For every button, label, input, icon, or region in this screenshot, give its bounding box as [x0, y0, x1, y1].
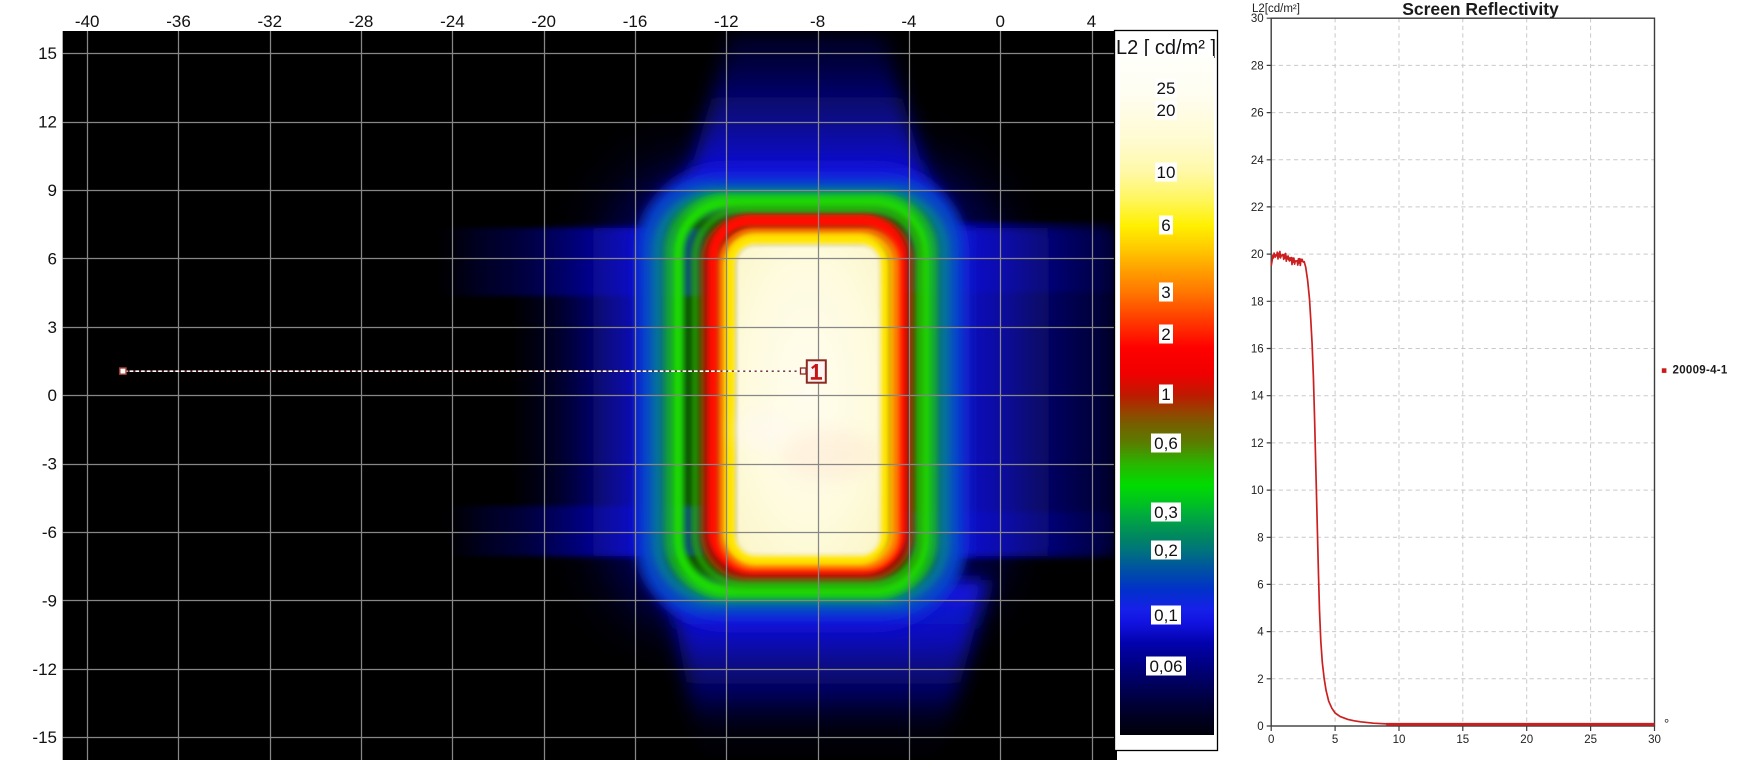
svg-text:25: 25 [1584, 734, 1597, 746]
svg-text:30: 30 [1648, 734, 1661, 746]
svg-text:14: 14 [1251, 391, 1264, 403]
svg-text:26: 26 [1251, 108, 1264, 120]
svg-text:30: 30 [1251, 13, 1264, 25]
svg-text:24: 24 [1251, 155, 1264, 167]
svg-text:-8: -8 [810, 12, 825, 31]
svg-text:0,3: 0,3 [1154, 503, 1178, 522]
svg-text:5: 5 [1332, 734, 1338, 746]
svg-text:-36: -36 [166, 12, 191, 31]
svg-text:L2[cd/m²]: L2[cd/m²] [1252, 3, 1300, 15]
svg-text:°: ° [1664, 716, 1669, 731]
svg-text:4: 4 [1087, 12, 1096, 31]
svg-text:8: 8 [1257, 532, 1263, 544]
svg-text:3: 3 [1161, 283, 1170, 302]
svg-text:-28: -28 [349, 12, 374, 31]
svg-text:-9: -9 [42, 591, 57, 610]
svg-text:0,06: 0,06 [1149, 657, 1182, 676]
svg-text:6: 6 [1257, 579, 1263, 591]
svg-text:10: 10 [1393, 734, 1406, 746]
svg-text:12: 12 [1251, 438, 1264, 450]
svg-text:15: 15 [1456, 734, 1469, 746]
svg-text:0: 0 [1268, 734, 1274, 746]
svg-text:0: 0 [48, 386, 57, 405]
svg-text:0,6: 0,6 [1154, 434, 1178, 453]
svg-text:6: 6 [48, 249, 57, 268]
svg-text:-20: -20 [531, 12, 556, 31]
svg-text:22: 22 [1251, 202, 1264, 214]
svg-text:12: 12 [38, 113, 57, 132]
svg-text:9: 9 [48, 181, 57, 200]
svg-text:6: 6 [1161, 216, 1170, 235]
svg-text:4: 4 [1257, 627, 1264, 639]
svg-text:18: 18 [1251, 296, 1264, 308]
svg-text:2: 2 [1257, 674, 1263, 686]
svg-text:0: 0 [995, 12, 1004, 31]
svg-text:15: 15 [38, 44, 57, 63]
svg-text:-6: -6 [42, 523, 57, 542]
svg-text:3: 3 [48, 318, 57, 337]
svg-text:-4: -4 [901, 12, 916, 31]
svg-text:-3: -3 [42, 455, 57, 474]
svg-text:-24: -24 [440, 12, 465, 31]
svg-text:16: 16 [1251, 344, 1264, 356]
svg-text:0: 0 [1257, 721, 1263, 733]
svg-text:20009-4-1: 20009-4-1 [1673, 365, 1728, 377]
svg-text:-12: -12 [32, 660, 57, 679]
svg-text:-32: -32 [258, 12, 283, 31]
svg-text:20: 20 [1251, 249, 1264, 261]
svg-text:25: 25 [1157, 79, 1176, 98]
svg-text:1: 1 [1161, 385, 1170, 404]
svg-text:10: 10 [1157, 163, 1176, 182]
svg-text:0,1: 0,1 [1154, 606, 1178, 625]
svg-text:Screen Reflectivity: Screen Reflectivity [1402, 0, 1559, 19]
svg-text:0,2: 0,2 [1154, 541, 1178, 560]
svg-text:-16: -16 [623, 12, 648, 31]
svg-text:-12: -12 [714, 12, 739, 31]
svg-text:28: 28 [1251, 60, 1264, 72]
svg-text:-40: -40 [75, 12, 100, 31]
svg-text:10: 10 [1251, 485, 1264, 497]
svg-text:20: 20 [1520, 734, 1533, 746]
svg-text:-15: -15 [32, 728, 57, 747]
svg-text:20: 20 [1157, 101, 1176, 120]
svg-text:L2 [ cd/m² ]: L2 [ cd/m² ] [1116, 37, 1216, 59]
svg-text:2: 2 [1161, 325, 1170, 344]
